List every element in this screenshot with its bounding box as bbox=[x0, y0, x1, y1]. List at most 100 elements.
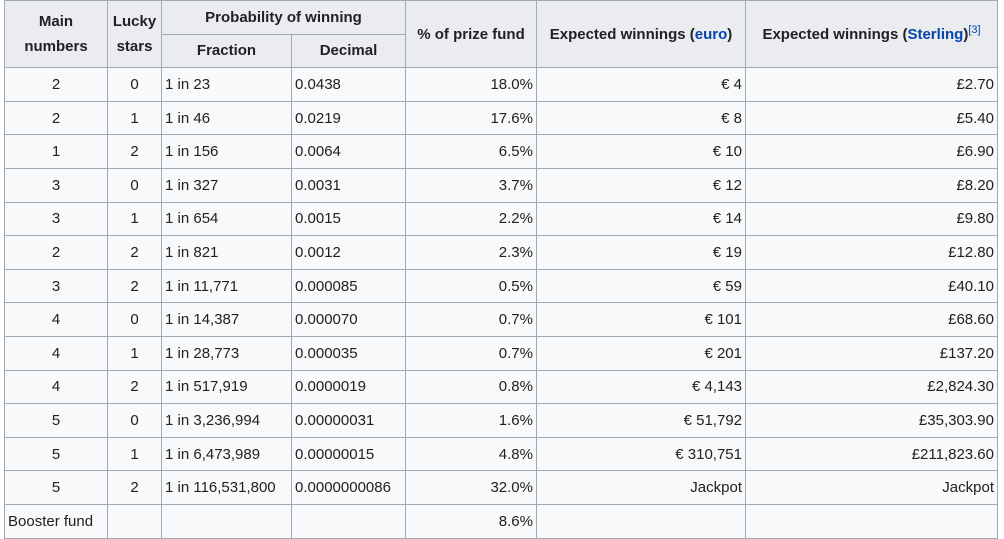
cell-expected-sterling: £6.90 bbox=[745, 134, 998, 169]
cell-decimal: 0.0012 bbox=[291, 235, 406, 270]
cell-expected-euro: € 19 bbox=[536, 235, 746, 270]
booster-label: Booster fund bbox=[4, 503, 108, 539]
cell-lucky-stars: 1 bbox=[107, 436, 162, 472]
cell-lucky-stars: 1 bbox=[107, 335, 162, 371]
header-decimal: Decimal bbox=[291, 33, 406, 69]
cell-main-numbers: 3 bbox=[4, 268, 108, 304]
cell-fraction: 1 in 11,771 bbox=[161, 268, 292, 304]
cell-expected-euro: € 10 bbox=[536, 134, 746, 169]
cell-lucky-stars: 2 bbox=[107, 268, 162, 304]
cell-fraction: 1 in 654 bbox=[161, 201, 292, 237]
cell-prize-fund: 0.7% bbox=[405, 335, 537, 371]
header-expected-sterling: Expected winnings (Sterling)[3] bbox=[745, 0, 998, 69]
cell-fraction: 1 in 14,387 bbox=[161, 302, 292, 337]
reference-link[interactable]: [3] bbox=[968, 23, 981, 36]
cell-prize-fund: 0.8% bbox=[405, 369, 537, 405]
cell-expected-sterling: £35,303.90 bbox=[745, 403, 998, 438]
cell-expected-sterling: £211,823.60 bbox=[745, 436, 998, 472]
booster-expected-euro bbox=[536, 503, 746, 539]
sterling-link[interactable]: Sterling bbox=[907, 25, 964, 43]
cell-main-numbers: 4 bbox=[4, 302, 108, 337]
cell-fraction: 1 in 46 bbox=[161, 100, 292, 136]
cell-lucky-stars: 2 bbox=[107, 235, 162, 270]
cell-main-numbers: 5 bbox=[4, 470, 108, 505]
header-main-numbers: Main numbers bbox=[4, 0, 108, 69]
cell-prize-fund: 2.2% bbox=[405, 201, 537, 237]
header-expected-euro-prefix: Expected winnings ( bbox=[549, 25, 695, 43]
cell-decimal: 0.000085 bbox=[291, 268, 406, 304]
cell-main-numbers: 2 bbox=[4, 100, 108, 136]
prize-table: Main numbers Lucky stars Probability of … bbox=[4, 0, 998, 539]
booster-prize-fund: 8.6% bbox=[405, 503, 537, 539]
header-probability: Probability of winning bbox=[161, 0, 406, 35]
cell-fraction: 1 in 6,473,989 bbox=[161, 436, 292, 472]
cell-lucky-stars: 0 bbox=[107, 403, 162, 438]
cell-decimal: 0.00000031 bbox=[291, 403, 406, 438]
cell-fraction: 1 in 28,773 bbox=[161, 335, 292, 371]
reference-3: [3] bbox=[968, 24, 980, 36]
cell-main-numbers: 5 bbox=[4, 436, 108, 472]
cell-main-numbers: 2 bbox=[4, 235, 108, 270]
header-prize-fund: % of prize fund bbox=[405, 0, 537, 69]
cell-prize-fund: 0.7% bbox=[405, 302, 537, 337]
cell-prize-fund: 6.5% bbox=[405, 134, 537, 169]
cell-prize-fund: 0.5% bbox=[405, 268, 537, 304]
cell-lucky-stars: 2 bbox=[107, 369, 162, 405]
header-expected-euro: Expected winnings (euro) bbox=[536, 0, 746, 69]
booster-expected-sterling bbox=[745, 503, 998, 539]
cell-expected-euro: € 4 bbox=[536, 67, 746, 102]
cell-expected-euro: € 14 bbox=[536, 201, 746, 237]
cell-expected-sterling: £68.60 bbox=[745, 302, 998, 337]
table-header: Main numbers Lucky stars Probability of … bbox=[4, 0, 998, 69]
cell-expected-sterling: £9.80 bbox=[745, 201, 998, 237]
cell-fraction: 1 in 116,531,800 bbox=[161, 470, 292, 505]
cell-fraction: 1 in 327 bbox=[161, 167, 292, 203]
cell-prize-fund: 3.7% bbox=[405, 167, 537, 203]
cell-decimal: 0.0000019 bbox=[291, 369, 406, 405]
cell-decimal: 0.0031 bbox=[291, 167, 406, 203]
cell-expected-euro: Jackpot bbox=[536, 470, 746, 505]
cell-decimal: 0.0219 bbox=[291, 100, 406, 136]
cell-lucky-stars: 1 bbox=[107, 201, 162, 237]
cell-main-numbers: 3 bbox=[4, 201, 108, 237]
header-fraction: Fraction bbox=[161, 33, 292, 69]
cell-decimal: 0.0015 bbox=[291, 201, 406, 237]
cell-lucky-stars: 0 bbox=[107, 167, 162, 203]
header-lucky-stars: Lucky stars bbox=[107, 0, 162, 69]
cell-expected-euro: € 310,751 bbox=[536, 436, 746, 472]
cell-expected-sterling: £40.10 bbox=[745, 268, 998, 304]
cell-main-numbers: 1 bbox=[4, 134, 108, 169]
cell-prize-fund: 18.0% bbox=[405, 67, 537, 102]
cell-expected-euro: € 101 bbox=[536, 302, 746, 337]
cell-fraction: 1 in 156 bbox=[161, 134, 292, 169]
cell-main-numbers: 4 bbox=[4, 335, 108, 371]
cell-lucky-stars: 2 bbox=[107, 470, 162, 505]
euro-link[interactable]: euro bbox=[694, 25, 728, 43]
cell-main-numbers: 5 bbox=[4, 403, 108, 438]
cell-lucky-stars: 0 bbox=[107, 302, 162, 337]
cell-expected-sterling: £5.40 bbox=[745, 100, 998, 136]
booster-row: Booster fund 8.6% bbox=[4, 503, 998, 539]
cell-main-numbers: 4 bbox=[4, 369, 108, 405]
cell-expected-euro: € 8 bbox=[536, 100, 746, 136]
cell-prize-fund: 32.0% bbox=[405, 470, 537, 505]
cell-fraction: 1 in 3,236,994 bbox=[161, 403, 292, 438]
booster-decimal bbox=[291, 503, 406, 539]
cell-fraction: 1 in 23 bbox=[161, 67, 292, 102]
cell-main-numbers: 3 bbox=[4, 167, 108, 203]
cell-decimal: 0.0438 bbox=[291, 67, 406, 102]
cell-lucky-stars: 0 bbox=[107, 67, 162, 102]
cell-lucky-stars: 1 bbox=[107, 100, 162, 136]
